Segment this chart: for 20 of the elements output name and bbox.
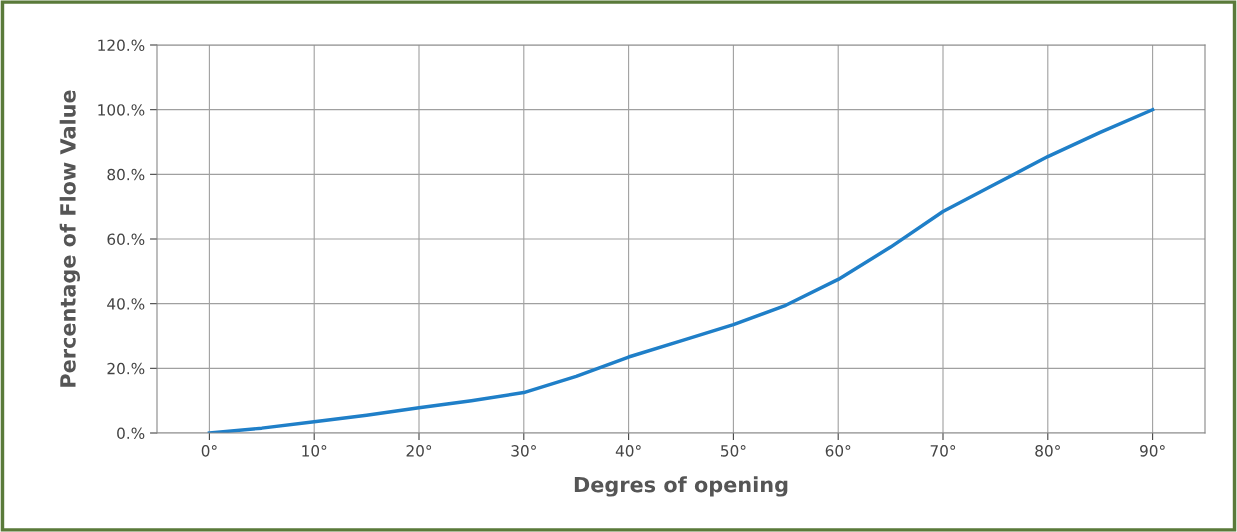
x-tick-label: 20° xyxy=(406,445,432,457)
y-tick-label: 60.% xyxy=(107,233,145,246)
y-tick-label: 40.% xyxy=(107,298,145,310)
x-tick-label: 10° xyxy=(302,445,327,457)
y-tick-label: 20.% xyxy=(107,362,145,375)
x-tick-label: 60° xyxy=(825,445,851,457)
y-tick-label: 100.% xyxy=(98,104,145,116)
x-tick-label: 70° xyxy=(930,445,956,457)
x-tick-label: 90° xyxy=(1140,445,1165,457)
x-tick-label: 0° xyxy=(201,445,217,457)
y-tick-label: 80.% xyxy=(107,168,145,181)
x-tick-label: 50° xyxy=(721,445,746,457)
line-series xyxy=(207,107,1155,433)
y-axis-title: Percentage of Flow Value xyxy=(59,90,80,387)
x-axis-title: Degres of opening xyxy=(574,476,788,497)
x-tick-label: 30° xyxy=(511,445,536,457)
x-tick-label: 40° xyxy=(615,445,641,457)
x-tick-label: 80° xyxy=(1035,445,1060,457)
y-tick-label: 120.% xyxy=(98,39,145,52)
y-tick-label: 0.% xyxy=(117,427,145,440)
